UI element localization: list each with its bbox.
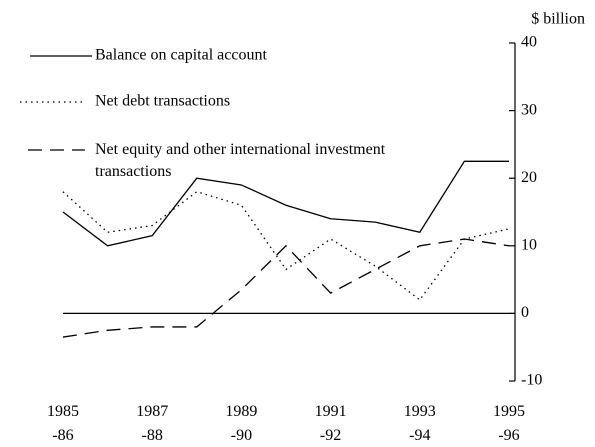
y-tick-label: 30: [521, 101, 537, 118]
y-tick-label: 20: [521, 169, 537, 186]
y-tick-label: 10: [521, 236, 537, 253]
legend-label: Net debt transactions: [95, 93, 230, 110]
y-tick-label: 0: [521, 304, 529, 321]
x-tick-label: 1987 -88: [136, 403, 168, 444]
x-tick-label: 1985 -86: [47, 403, 79, 444]
x-tick-label: 1989 -90: [225, 403, 257, 444]
x-tick-label: 1993 -94: [404, 403, 436, 444]
legend-label: Balance on capital account: [95, 47, 267, 64]
y-tick-label: -10: [521, 372, 542, 389]
y-axis-label: $ billion: [531, 11, 585, 28]
series-line: [62, 160, 509, 247]
series-line: [62, 238, 510, 338]
legend-label: Net equity and other international inves…: [95, 141, 386, 180]
y-tick-label: 40: [521, 34, 537, 51]
x-tick-label: 1991 -92: [315, 403, 347, 444]
x-tick-label: 1995 -96: [493, 403, 525, 444]
series-line: [62, 191, 510, 301]
